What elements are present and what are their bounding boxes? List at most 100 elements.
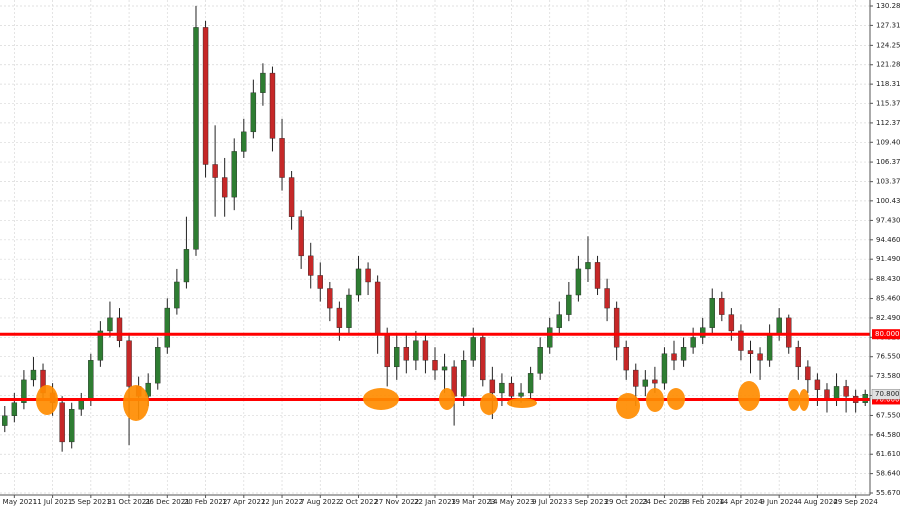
candle-body xyxy=(441,366,448,371)
candle-body xyxy=(260,72,266,93)
y-tick-label: 127.310 xyxy=(876,21,900,29)
candle-body xyxy=(2,415,8,426)
candle-body xyxy=(174,281,180,309)
candle-body xyxy=(566,294,572,315)
candle-body xyxy=(594,262,601,289)
last-price-label: 70.800 xyxy=(875,390,900,398)
candle-body xyxy=(680,347,687,361)
x-tick-label: 29 Oct 2023 xyxy=(605,498,648,506)
candle-body xyxy=(403,347,410,361)
candle-body xyxy=(527,373,534,394)
y-tick-label: 106.370 xyxy=(876,158,900,166)
candle-body xyxy=(460,360,467,397)
y-tick-label: 100.430 xyxy=(876,197,900,205)
candle-body xyxy=(193,27,199,250)
candle-body xyxy=(776,317,782,335)
x-tick-label: 22 Jan 2023 xyxy=(414,498,456,506)
highlight xyxy=(616,393,640,419)
candle-body xyxy=(30,369,37,381)
y-tick-label: 130.280 xyxy=(876,2,900,10)
highlight xyxy=(738,381,760,411)
candle-body xyxy=(97,330,104,361)
x-tick-label: 5 Sep 2021 xyxy=(71,498,111,506)
candle-body xyxy=(336,307,343,328)
candle-body xyxy=(537,347,543,374)
candle-body xyxy=(633,369,639,387)
y-tick-label: 112.370 xyxy=(876,119,900,127)
candle-body xyxy=(709,298,715,328)
candle-body xyxy=(298,216,304,257)
candle-body xyxy=(145,382,151,397)
y-tick-label: 103.370 xyxy=(876,178,900,186)
x-tick-label: 4 Aug 2024 xyxy=(797,498,838,506)
candle-body xyxy=(231,151,237,198)
candle-body xyxy=(719,298,725,315)
candle-body xyxy=(738,330,744,351)
candle-body xyxy=(613,307,620,348)
candle-body xyxy=(413,340,419,361)
y-tick-label: 94.460 xyxy=(876,236,900,244)
highlight xyxy=(799,389,809,411)
y-tick-label: 82.490 xyxy=(876,314,900,322)
x-tick-label: 20 Feb 2022 xyxy=(184,498,228,506)
x-tick-label: 24 Dec 2023 xyxy=(642,498,687,506)
level-label: 80.000 xyxy=(875,330,900,338)
candle-body xyxy=(518,392,524,397)
candle-body xyxy=(757,353,763,361)
candle-body xyxy=(269,72,276,139)
candle-body xyxy=(59,402,65,443)
x-tick-label: 14 Apr 2024 xyxy=(719,498,763,506)
candle-body xyxy=(221,177,228,198)
y-tick-label: 97.430 xyxy=(876,216,900,224)
x-tick-label: 27 Nov 2022 xyxy=(374,498,419,506)
candle-body xyxy=(480,337,486,381)
highlight xyxy=(36,385,58,415)
y-tick-label: 124.250 xyxy=(876,41,900,49)
candle-body xyxy=(805,366,811,381)
candle-body xyxy=(279,138,285,178)
y-tick-label: 109.400 xyxy=(876,138,900,146)
highlight xyxy=(480,393,498,415)
candle-body xyxy=(308,255,314,276)
candle-body xyxy=(365,268,371,283)
y-tick-label: 121.280 xyxy=(876,61,900,69)
candle-body xyxy=(470,337,476,361)
candle-body xyxy=(623,347,629,371)
x-tick-label: 31 Oct 2021 xyxy=(107,498,150,506)
candle-body xyxy=(288,177,295,217)
candle-body xyxy=(374,281,381,335)
candle-body xyxy=(652,379,658,384)
x-tick-label: 9 Jun 2024 xyxy=(760,498,798,506)
y-tick-label: 73.580 xyxy=(876,372,900,380)
candle-body xyxy=(126,340,132,387)
candle-body xyxy=(88,360,94,400)
candle-body xyxy=(699,327,706,338)
candle-body xyxy=(766,333,773,361)
candle-body xyxy=(814,379,821,390)
axes xyxy=(0,0,873,498)
x-tick-label: 19 Mar 2023 xyxy=(451,498,495,506)
candle-body xyxy=(432,360,438,371)
candle-body xyxy=(843,386,849,397)
y-tick-label: 55.670 xyxy=(876,489,900,497)
candle-body xyxy=(728,314,735,332)
candle-body xyxy=(21,379,27,403)
candle-body xyxy=(499,382,505,394)
x-tick-label: 2 Oct 2022 xyxy=(339,498,378,506)
candle-body xyxy=(795,347,801,368)
x-tick-label: 9 Jul 2023 xyxy=(532,498,567,506)
x-tick-label: 17 Apr 2022 xyxy=(222,498,265,506)
highlight xyxy=(363,388,399,410)
highlight xyxy=(788,389,800,411)
highlight xyxy=(667,388,685,410)
highlight xyxy=(439,388,455,410)
candle-body xyxy=(250,92,257,133)
candle-body xyxy=(833,386,840,400)
candle-body xyxy=(575,268,582,296)
highlight xyxy=(646,388,664,412)
candle-body xyxy=(155,347,161,384)
candle-body xyxy=(394,347,400,368)
y-tick-label: 118.310 xyxy=(876,80,900,88)
x-tick-label: 29 Sep 2024 xyxy=(833,498,878,506)
